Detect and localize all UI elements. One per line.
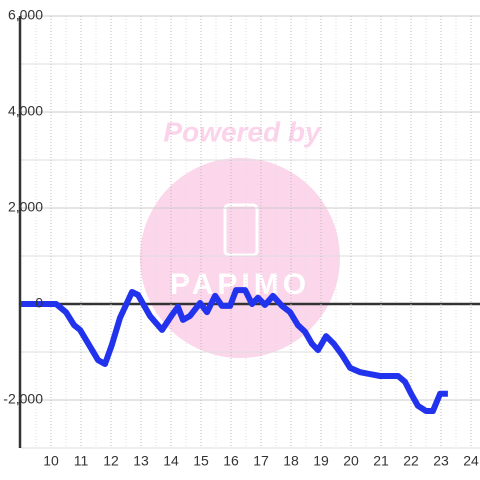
x-tick-label: 10	[43, 453, 59, 469]
y-tick-label: 4,000	[8, 103, 43, 119]
x-tick-label: 23	[433, 453, 449, 469]
x-tick-label: 22	[403, 453, 419, 469]
x-tick-label: 24	[463, 453, 479, 469]
y-tick-label: -2,000	[3, 391, 43, 407]
watermark-icon	[223, 203, 259, 257]
x-tick-label: 19	[313, 453, 329, 469]
grid	[18, 15, 480, 449]
x-tick-label: 11	[74, 453, 89, 469]
x-tick-label: 13	[133, 453, 149, 469]
watermark-logo: PAPIMO	[170, 268, 310, 301]
y-tick-label: 0	[35, 295, 43, 311]
x-tick-label: 20	[343, 453, 359, 469]
x-tick-label: 21	[373, 453, 389, 469]
watermark-text: Powered by	[163, 116, 322, 147]
y-tick-label: 6,000	[8, 7, 43, 23]
plot	[21, 287, 448, 415]
x-tick-label: 18	[283, 453, 299, 469]
x-tick-label: 15	[193, 453, 209, 469]
watermark-circle	[140, 158, 340, 358]
data-line	[21, 287, 448, 415]
x-tick-label: 12	[103, 453, 119, 469]
x-tick-label: 16	[223, 453, 239, 469]
x-tick-label: 14	[163, 453, 179, 469]
y-tick-label: 2,000	[8, 199, 43, 215]
x-tick-label: 17	[253, 453, 269, 469]
